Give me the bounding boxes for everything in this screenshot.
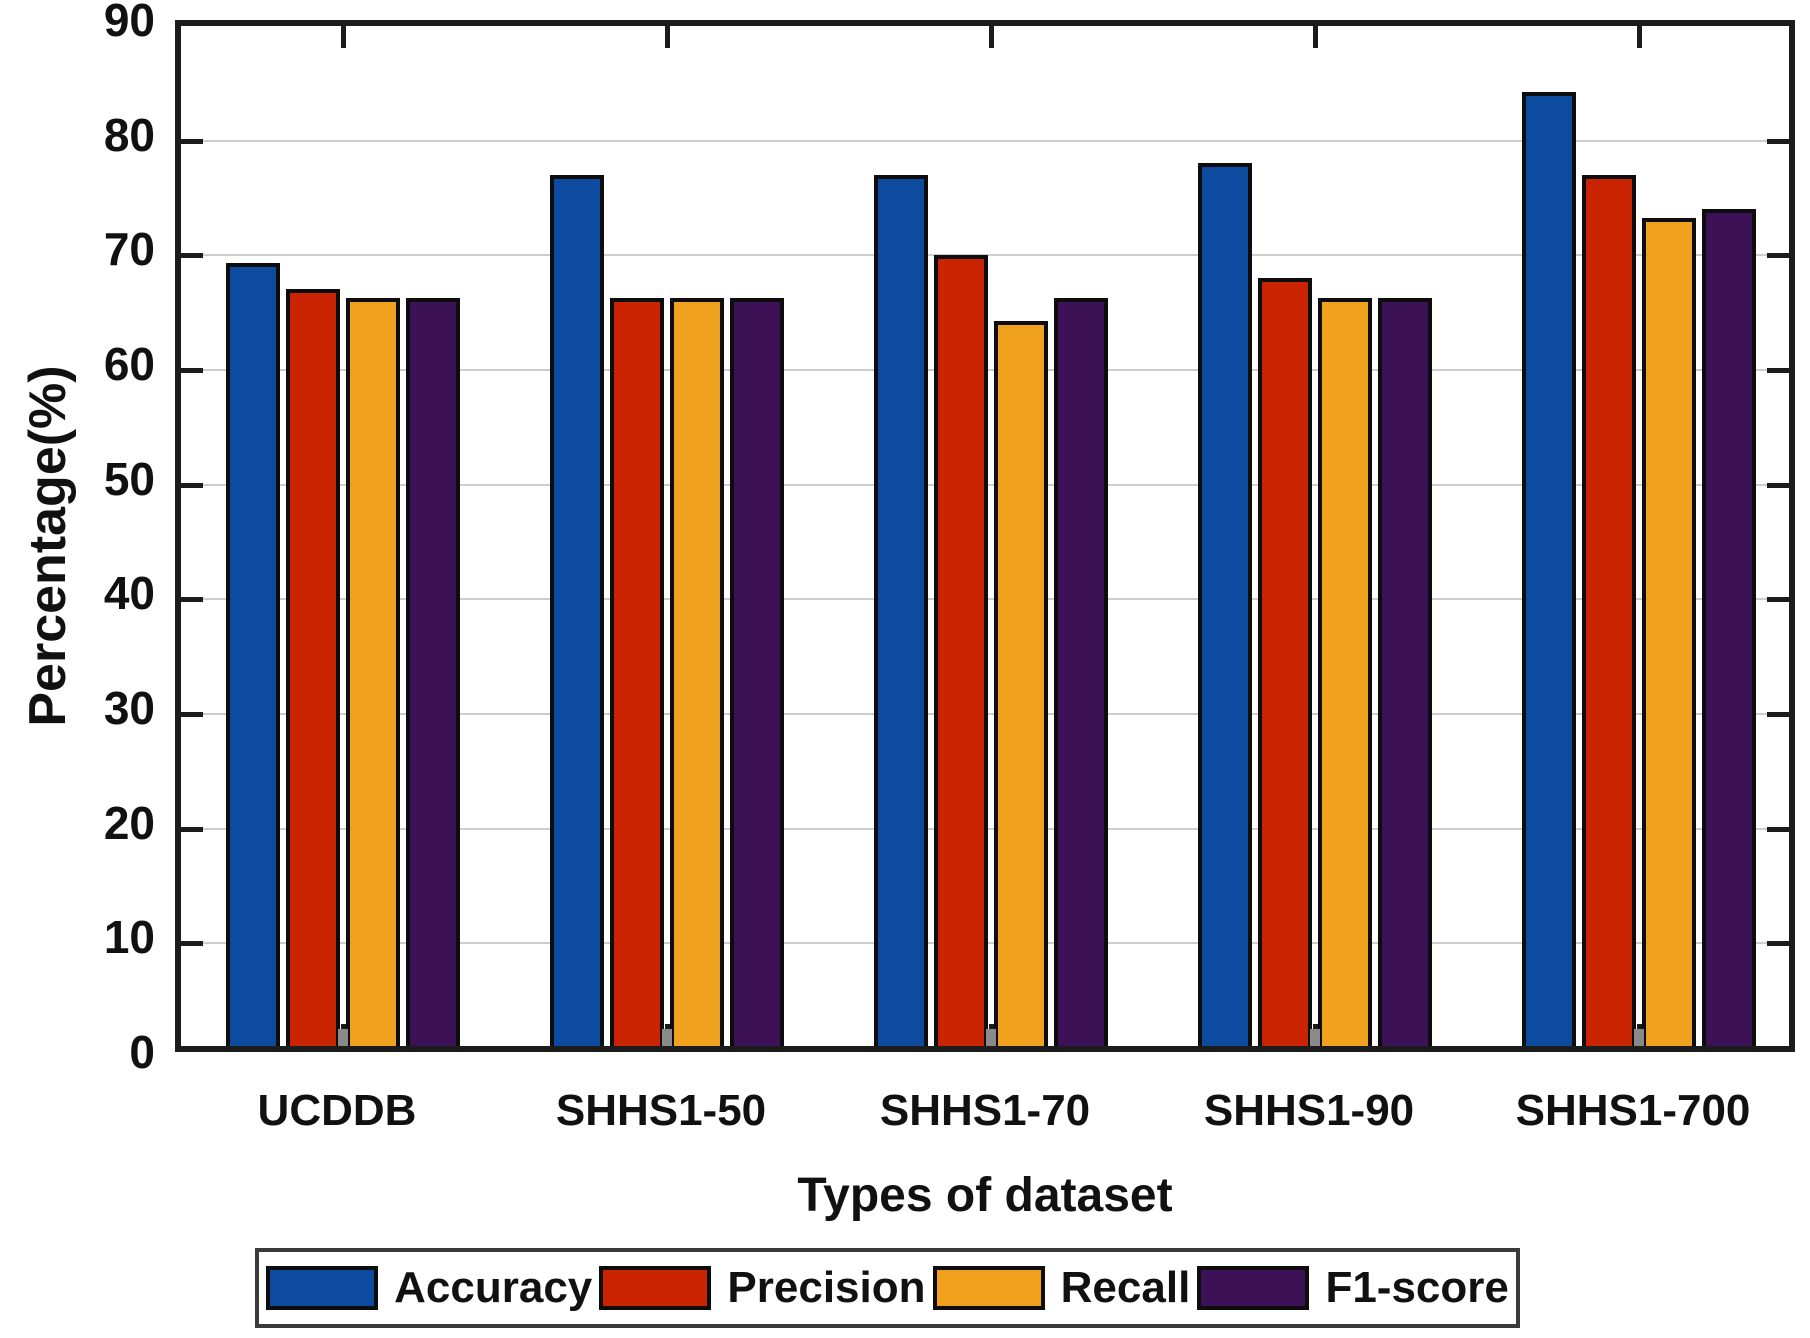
legend-item-f1-score: F1-score <box>1197 1263 1509 1313</box>
bar-accuracy-shhs1-70 <box>874 175 928 1046</box>
x-axis-title: Types of dataset <box>797 1169 1173 1222</box>
gridline-y-80 <box>181 139 1789 142</box>
tick-top-SHHS1-90 <box>1313 26 1318 48</box>
x-category-label-ucddb: UCDDB <box>257 1086 417 1135</box>
bar-recall-shhs1-90 <box>1318 298 1372 1046</box>
legend-swatch-recall <box>932 1266 1045 1310</box>
y-tick-label-10: 10 <box>103 911 155 964</box>
bar-recall-shhs1-700 <box>1642 218 1696 1046</box>
legend-label-precision: Precision <box>727 1263 926 1312</box>
legend-label-recall: Recall <box>1060 1263 1191 1312</box>
y-tick-label-30: 30 <box>103 682 155 734</box>
bar-precision-shhs1-90 <box>1258 278 1312 1046</box>
tick-right-60 <box>1767 368 1789 373</box>
tick-top-SHHS1-700 <box>1637 26 1642 48</box>
legend-swatch-precision <box>599 1266 712 1310</box>
bar-accuracy-shhs1-700 <box>1522 92 1576 1046</box>
tick-right-10 <box>1767 941 1789 947</box>
x-category-label-shhs1-50: SHHS1-50 <box>555 1086 767 1135</box>
legend-label-accuracy: Accuracy <box>394 1263 593 1312</box>
legend-swatch-accuracy <box>266 1266 379 1310</box>
x-category-label-shhs1-700: SHHS1-700 <box>1515 1086 1751 1135</box>
bar-recall-ucddb <box>346 298 400 1046</box>
tick-left-30 <box>181 712 203 717</box>
tick-left-60 <box>181 368 203 373</box>
bar-accuracy-shhs1-90 <box>1198 163 1252 1046</box>
legend-item-accuracy: Accuracy <box>266 1263 592 1313</box>
plot-area <box>175 20 1795 1052</box>
legend: Accuracy Precision Recall F1-score <box>255 1248 1520 1328</box>
tick-left-10 <box>181 941 203 947</box>
bar-accuracy-shhs1-50 <box>550 175 604 1046</box>
tick-right-40 <box>1767 597 1789 603</box>
y-tick-label-0: 0 <box>129 1026 155 1078</box>
tick-left-40 <box>181 597 203 603</box>
y-tick-label-90: 90 <box>103 0 155 46</box>
bar-accuracy-ucddb <box>226 263 280 1046</box>
y-tick-label-40: 40 <box>103 567 155 620</box>
tick-top-UCDDB <box>341 26 346 48</box>
gray-stub-shhs1-70 <box>986 1029 996 1046</box>
tick-right-80 <box>1767 138 1789 144</box>
tick-right-30 <box>1767 712 1789 717</box>
bar-f1-score-shhs1-700 <box>1702 209 1756 1046</box>
x-category-label-shhs1-70: SHHS1-70 <box>879 1086 1091 1135</box>
legend-label-f1-score: F1-score <box>1325 1263 1509 1312</box>
tick-left-70 <box>181 253 203 259</box>
legend-swatch-f1-score <box>1197 1266 1310 1310</box>
gray-stub-shhs1-700 <box>1634 1029 1644 1046</box>
y-tick-label-20: 20 <box>103 796 155 849</box>
tick-top-SHHS1-50 <box>665 26 670 48</box>
bar-recall-shhs1-70 <box>994 321 1048 1046</box>
bar-precision-shhs1-700 <box>1582 175 1636 1046</box>
tick-right-70 <box>1767 253 1789 259</box>
gray-stub-shhs1-50 <box>662 1029 672 1046</box>
bar-f1-score-shhs1-90 <box>1378 298 1432 1046</box>
gray-stub-ucddb <box>338 1029 348 1046</box>
tick-left-50 <box>181 482 203 488</box>
tick-left-20 <box>181 826 203 832</box>
bar-precision-shhs1-70 <box>934 255 988 1046</box>
bar-f1-score-shhs1-70 <box>1054 298 1108 1046</box>
x-category-label-shhs1-90: SHHS1-90 <box>1203 1086 1415 1135</box>
bar-precision-shhs1-50 <box>610 298 664 1046</box>
y-tick-label-80: 80 <box>103 108 155 161</box>
tick-top-SHHS1-70 <box>989 26 994 48</box>
bar-recall-shhs1-50 <box>670 298 724 1046</box>
bar-f1-score-ucddb <box>406 298 460 1046</box>
tick-right-20 <box>1767 826 1789 832</box>
bar-f1-score-shhs1-50 <box>730 298 784 1046</box>
tick-right-50 <box>1767 482 1789 488</box>
y-tick-label-60: 60 <box>103 338 155 390</box>
bar-precision-ucddb <box>286 289 340 1046</box>
y-tick-label-50: 50 <box>103 452 155 505</box>
legend-item-precision: Precision <box>599 1263 926 1313</box>
y-tick-label-70: 70 <box>103 223 155 276</box>
tick-left-80 <box>181 138 203 144</box>
gray-stub-shhs1-90 <box>1310 1029 1320 1046</box>
legend-item-recall: Recall <box>932 1263 1191 1313</box>
